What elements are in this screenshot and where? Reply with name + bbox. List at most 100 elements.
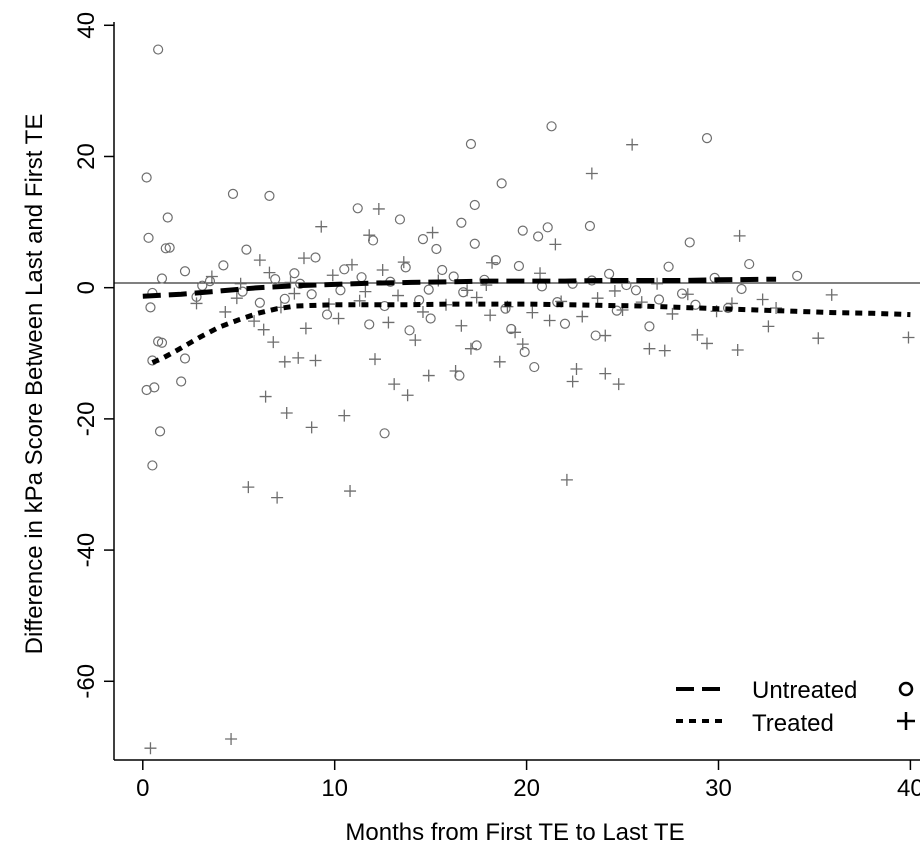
- treated-point: [205, 270, 218, 283]
- legend-treated-label: Treated: [752, 710, 834, 737]
- treated-point: [422, 369, 435, 382]
- treated-point: [234, 277, 247, 290]
- treated-point: [368, 353, 381, 366]
- untreated-point: [367, 235, 379, 246]
- untreated-point: [663, 261, 674, 272]
- treated-trend-line: [151, 301, 911, 365]
- untreated-point: [701, 133, 713, 144]
- untreated-point: [394, 214, 406, 225]
- untreated-point: [145, 302, 156, 313]
- untreated-point: [469, 238, 480, 249]
- treated-point: [560, 473, 573, 486]
- untreated-point: [364, 319, 375, 330]
- untreated-point: [496, 178, 507, 189]
- treated-point: [658, 344, 671, 357]
- untreated-point: [519, 346, 530, 358]
- untreated-point: [590, 330, 601, 341]
- y-tick-label: 20: [73, 143, 100, 170]
- untreated-point: [379, 428, 390, 439]
- treated-point: [526, 306, 539, 319]
- untreated-point: [227, 188, 239, 199]
- treated-point: [242, 481, 255, 494]
- untreated-point: [141, 384, 152, 396]
- untreated-point: [425, 313, 436, 324]
- treated-point: [733, 229, 746, 242]
- y-axis-title: Difference in kPa Score Between Last and…: [21, 114, 48, 655]
- untreated-point: [218, 260, 229, 271]
- untreated-point: [306, 289, 317, 300]
- treated-point: [534, 267, 547, 280]
- treated-point: [666, 307, 679, 320]
- treated-point: [681, 288, 694, 301]
- untreated-point: [149, 382, 160, 393]
- legend-untreated-marker: [898, 681, 914, 697]
- treated-point: [566, 375, 579, 388]
- treated-point: [230, 292, 243, 305]
- x-axis-ticks: 0 10 20 30 40: [136, 760, 920, 802]
- treated-point: [359, 285, 372, 298]
- treated-point: [259, 390, 272, 403]
- untreated-point: [400, 262, 411, 273]
- untreated-point: [542, 222, 553, 233]
- untreated-point: [465, 138, 477, 150]
- treated-point: [388, 378, 401, 391]
- untreated-point: [559, 318, 571, 329]
- treated-point: [608, 284, 621, 297]
- treated-point: [731, 344, 744, 356]
- untreated-point: [237, 286, 248, 297]
- treated-points: [144, 138, 915, 755]
- x-tick-label: 10: [321, 775, 348, 802]
- treated-point: [278, 355, 291, 368]
- treated-point: [599, 367, 612, 380]
- treated-point: [392, 289, 405, 302]
- untreated-point: [162, 212, 173, 223]
- treated-point: [401, 389, 414, 402]
- untreated-point: [644, 321, 655, 332]
- y-tick-label: -20: [73, 402, 100, 437]
- untreated-point: [176, 376, 187, 387]
- treated-point: [470, 291, 483, 304]
- treated-point: [449, 364, 462, 377]
- untreated-point: [264, 190, 275, 201]
- untreated-point: [156, 273, 168, 284]
- treated-point: [332, 312, 345, 325]
- untreated-point: [352, 203, 363, 214]
- x-tick-label: 40: [897, 775, 920, 802]
- plot-area: [113, 22, 920, 761]
- treated-point: [280, 406, 293, 419]
- y-tick-label: 0: [73, 281, 100, 294]
- treated-point: [612, 378, 625, 391]
- untreated-point: [676, 288, 688, 299]
- untreated-point: [289, 268, 300, 279]
- untreated-point: [529, 361, 540, 373]
- x-tick-label: 0: [136, 775, 149, 802]
- untreated-point: [241, 244, 252, 255]
- untreated-point: [513, 260, 525, 272]
- treated-point: [461, 284, 474, 297]
- untreated-point: [456, 217, 467, 228]
- treated-point: [651, 277, 664, 290]
- untreated-point: [684, 237, 695, 248]
- x-axis-title: Months from First TE to Last TE: [345, 819, 684, 846]
- treated-point: [762, 320, 775, 333]
- treated-point: [416, 305, 429, 318]
- treated-point: [825, 288, 838, 301]
- untreated-point: [437, 264, 448, 276]
- treated-point: [344, 485, 357, 498]
- treated-point: [770, 302, 783, 315]
- untreated-point: [339, 264, 350, 275]
- treated-point: [376, 263, 389, 276]
- untreated-point: [546, 121, 557, 132]
- treated-point: [338, 409, 351, 422]
- untreated-point: [458, 287, 469, 298]
- x-tick-label: 30: [705, 775, 732, 802]
- treated-point: [288, 287, 301, 300]
- untreated-point: [690, 299, 701, 310]
- treated-point: [345, 258, 358, 271]
- treated-point: [484, 309, 497, 322]
- treated-point: [292, 351, 305, 364]
- trend-lines: [142, 276, 911, 365]
- treated-point: [253, 254, 266, 267]
- untreated-point: [744, 258, 755, 270]
- treated-point: [464, 342, 477, 355]
